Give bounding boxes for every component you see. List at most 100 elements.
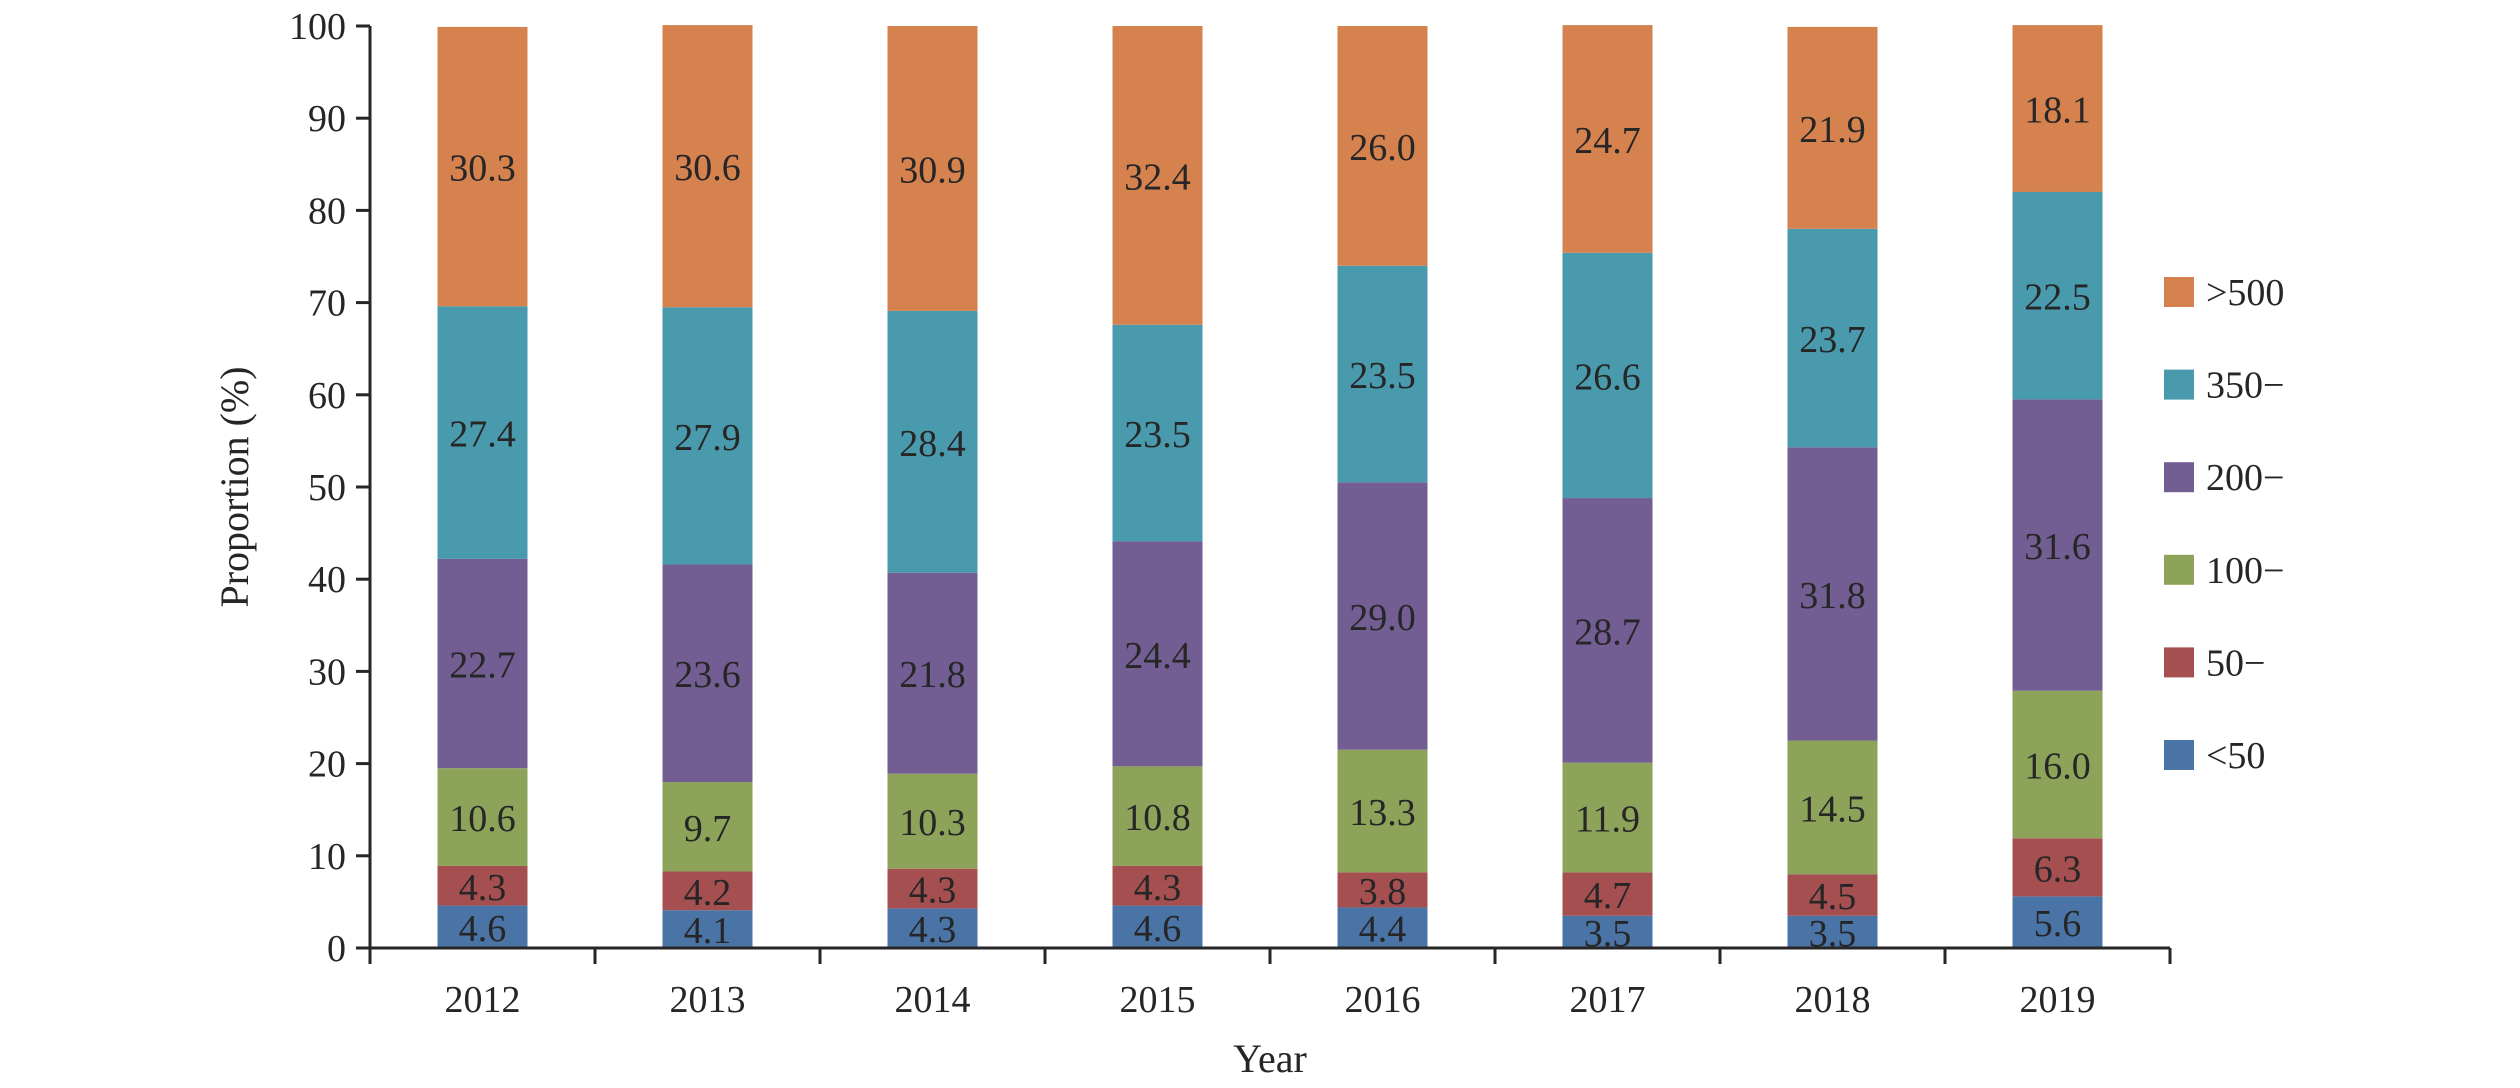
- bar-segment: [1337, 749, 1428, 873]
- legend-swatch: [2164, 369, 2194, 400]
- x-tick-label: 2017: [1570, 979, 1646, 1021]
- bar-segment: [1787, 447, 1878, 741]
- data-label: 29.0: [1349, 597, 1416, 639]
- bar-segment: [887, 908, 978, 948]
- data-label: 10.6: [449, 798, 516, 840]
- data-label: 4.3: [909, 870, 957, 912]
- data-label: 10.3: [899, 802, 966, 844]
- bar-segment: [1787, 228, 1878, 448]
- bar-segment: [437, 306, 528, 559]
- legend-label: 200−: [2206, 457, 2284, 499]
- bar-segment: [2012, 896, 2103, 948]
- bar-segment: [1787, 915, 1878, 948]
- data-label: 11.9: [1575, 799, 1640, 841]
- data-label: 14.5: [1799, 788, 1866, 830]
- bar-segment: [1337, 26, 1428, 266]
- x-tick-label: 2016: [1345, 979, 1421, 1021]
- data-label: 28.4: [899, 423, 966, 465]
- data-label: 30.6: [674, 147, 741, 189]
- data-label: 9.7: [684, 808, 732, 850]
- bar-segment: [887, 773, 978, 869]
- bar-segment: [1112, 865, 1203, 906]
- data-label: 31.6: [2024, 526, 2091, 568]
- data-label: 26.0: [1349, 127, 1416, 169]
- data-label: 3.8: [1359, 871, 1407, 913]
- bar-segment: [1562, 872, 1653, 916]
- y-tick-label: 30: [308, 651, 346, 693]
- data-label: 16.0: [2024, 746, 2091, 788]
- bar-segment: [437, 768, 528, 866]
- bar-segment: [887, 26, 978, 311]
- data-labels: 4.64.310.622.727.430.34.14.29.723.627.93…: [449, 90, 2091, 955]
- data-label: 5.6: [2034, 903, 2082, 945]
- y-tick-label: 60: [308, 375, 346, 417]
- bar-segment: [1112, 26, 1203, 325]
- bar-segment: [887, 310, 978, 573]
- bar-segment: [887, 572, 978, 774]
- data-label: 23.5: [1349, 355, 1416, 397]
- bar-segment: [1337, 265, 1428, 483]
- x-tick-label: 2013: [670, 979, 746, 1021]
- y-tick-label: 50: [308, 467, 346, 509]
- data-label: 27.4: [449, 414, 516, 456]
- bar-segment: [1337, 872, 1428, 908]
- legend-swatch: [2164, 740, 2194, 770]
- bar-segment: [1112, 905, 1203, 948]
- x-tick-label: 2015: [1120, 979, 1196, 1021]
- legend-swatch: [2164, 554, 2194, 585]
- bar-segment: [887, 868, 978, 909]
- legend-swatch: [2164, 277, 2194, 307]
- data-label: 4.3: [909, 909, 957, 951]
- data-label: 31.8: [1799, 575, 1866, 617]
- y-axis-title: Proportion (%): [212, 366, 257, 607]
- y-tick-label: 90: [308, 98, 346, 140]
- bar-segment: [437, 558, 528, 769]
- y-tick-label: 100: [289, 6, 346, 48]
- data-label: 24.4: [1124, 635, 1191, 677]
- data-label: 24.7: [1574, 120, 1641, 162]
- bar-segment: [2012, 399, 2103, 691]
- bar-segment: [662, 782, 753, 872]
- bar-segment: [2012, 191, 2103, 400]
- y-tick-label: 80: [308, 190, 346, 232]
- bar-area: [437, 25, 2103, 948]
- bar-segment: [1337, 482, 1428, 750]
- data-label: 13.3: [1349, 792, 1416, 834]
- data-label: 4.4: [1359, 909, 1407, 951]
- data-label: 4.3: [459, 867, 507, 909]
- y-tick-label: 40: [308, 559, 346, 601]
- x-tick-label: 2012: [445, 979, 521, 1021]
- legend-swatch: [2164, 462, 2194, 493]
- bar-segment: [437, 905, 528, 948]
- bar-segment: [1112, 324, 1203, 542]
- data-label: 6.3: [2034, 848, 2082, 890]
- data-label: 21.8: [899, 654, 966, 696]
- data-label: 3.5: [1809, 913, 1857, 955]
- legend-label: 50−: [2206, 642, 2265, 684]
- data-label: 28.7: [1574, 611, 1641, 653]
- bar-segment: [1112, 766, 1203, 866]
- legend-label: >500: [2206, 272, 2284, 314]
- bar-segment: [1337, 907, 1428, 948]
- data-label: 22.7: [449, 645, 516, 687]
- bar-segment: [2012, 838, 2103, 897]
- x-tick-label: 2018: [1795, 979, 1871, 1021]
- data-label: 27.9: [674, 417, 741, 459]
- data-label: 4.6: [1134, 908, 1182, 950]
- y-tick-label: 70: [308, 283, 346, 325]
- data-label: 4.5: [1809, 876, 1857, 918]
- data-label: 32.4: [1124, 156, 1191, 198]
- bar-segment: [662, 871, 753, 911]
- data-label: 10.8: [1124, 797, 1191, 839]
- y-tick-label: 0: [327, 928, 346, 970]
- x-axis-ticks: 2012 2013 2014 2015 2016 2017 2018 2019: [368, 948, 2172, 1021]
- data-label: 23.6: [674, 654, 741, 696]
- data-label: 4.2: [684, 872, 732, 914]
- y-tick-label: 10: [308, 836, 346, 878]
- legend: >500 350− 200− 100− 50− <50: [2164, 272, 2284, 777]
- data-label: 22.5: [2024, 277, 2091, 319]
- data-label: 4.6: [459, 908, 507, 950]
- data-label: 21.9: [1799, 109, 1866, 151]
- x-tick-label: 2014: [895, 979, 971, 1021]
